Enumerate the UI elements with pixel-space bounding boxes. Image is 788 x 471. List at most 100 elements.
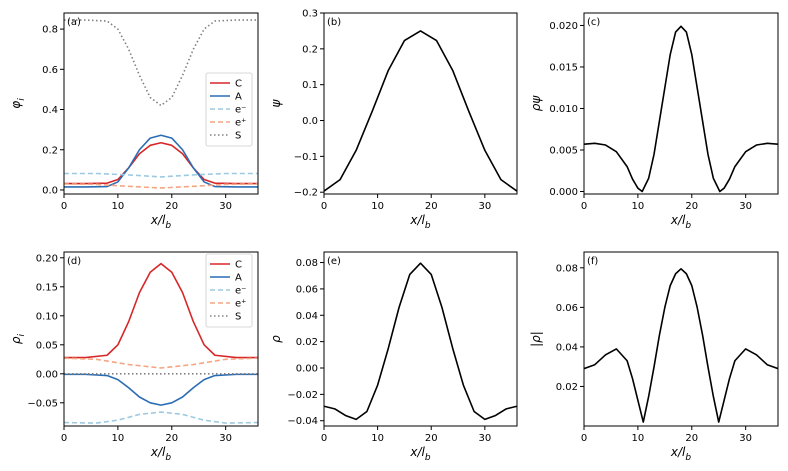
x-axis-label: x/lb [150, 213, 171, 231]
y-axis-label-main: |ρ| [529, 331, 543, 347]
y-tick-label: −0.1 [294, 152, 318, 163]
x-tick-label: 30 [478, 201, 491, 212]
x-axis-label: x/lb [670, 213, 691, 231]
axes-frame [63, 12, 259, 195]
y-axis-label: ρψ [529, 95, 543, 112]
axes-frame [323, 251, 518, 427]
y-axis-label: ρi [9, 333, 27, 344]
legend-label: A [235, 92, 242, 103]
x-axis-label: x/lb [409, 445, 430, 463]
x-tick-label: 10 [632, 201, 645, 212]
x-tick-label: 0 [321, 201, 327, 212]
x-tick-label: 0 [581, 433, 587, 444]
legend-label: e⁻ [235, 105, 246, 116]
legend-label: C [235, 79, 242, 90]
x-tick-label: 30 [219, 433, 232, 444]
panel-label: (a) [67, 17, 81, 28]
legend-label: e⁻ [235, 286, 246, 297]
y-tick-label: 0.2 [42, 145, 58, 156]
y-tick-label: 0.8 [42, 25, 58, 36]
y-tick-label: 0.4 [42, 105, 58, 116]
y-tick-label: 0.3 [302, 9, 318, 20]
y-tick-label: −0.05 [27, 398, 58, 409]
panel-label: (d) [67, 256, 81, 267]
series-line [324, 30, 517, 192]
x-tick-label: 30 [739, 433, 752, 444]
y-tick-label: −0.02 [287, 390, 318, 401]
axes-frame [583, 12, 779, 195]
y-axis-label-main: φ [9, 101, 23, 109]
x-axis-label: x/lb [150, 445, 171, 463]
legend: CAe⁻ e⁺ S [205, 72, 253, 147]
legend-label: A [235, 273, 242, 284]
panel-3: 0 10 20 30 0.000 0.005 0.010 0.015 0.020 (c) x/lb ρ… [529, 12, 779, 231]
y-tick-label: 0.015 [549, 62, 578, 73]
x-tick-label: 0 [61, 433, 67, 444]
y-axis-label-main: ρ [9, 336, 23, 344]
panel-2: 0 10 20 30 −0.2 −0.1 0.0 0.1 0.2 0.3 (b) x/lb ψ [269, 9, 518, 231]
y-tick-label: 0.020 [549, 21, 578, 32]
x-tick-label: 10 [112, 201, 125, 212]
x-tick-label: 10 [371, 433, 384, 444]
x-tick-label: 20 [425, 433, 438, 444]
panel-4: 0 10 20 30 −0.05 0.00 0.05 0.10 0.15 0.20 (d) x/lb ρ… [9, 251, 259, 463]
y-tick-label: 0.2 [302, 44, 318, 55]
panel-5: 0 10 20 30 −0.04 −0.02 0.00 0.02 0.04 0.06 0.08 (e)… [269, 251, 518, 463]
series-line [64, 183, 258, 189]
x-axis-label: x/lb [670, 445, 691, 463]
series-line [64, 411, 258, 424]
x-axis-label-sub: b [165, 453, 171, 463]
panel-label: (b) [327, 17, 341, 28]
y-axis-label: ψ [269, 98, 283, 107]
panel-6: 0 10 20 30 0.02 0.04 0.06 0.08 (f) x/lb |ρ| [529, 251, 779, 463]
legend-label: e⁺ [235, 299, 246, 310]
y-axis-label: |ρ| [529, 331, 543, 347]
x-tick-label: 0 [321, 433, 327, 444]
y-tick-label: −0.04 [287, 416, 318, 427]
x-tick-label: 0 [61, 201, 67, 212]
series-line [64, 172, 258, 178]
x-axis-label: x/lb [409, 213, 430, 231]
x-tick-label: 10 [632, 433, 645, 444]
x-tick-label: 10 [371, 201, 384, 212]
y-tick-label: 0.005 [549, 145, 578, 156]
x-tick-label: 20 [685, 433, 698, 444]
y-tick-label: 0.02 [296, 337, 318, 348]
y-axis-label: φi [9, 98, 27, 109]
y-tick-label: 0.1 [302, 80, 318, 91]
series-line [64, 262, 258, 359]
y-tick-label: 0.04 [556, 342, 578, 353]
y-axis-label-main: ρψ [529, 95, 543, 112]
y-axis-label-sub: i [17, 333, 27, 336]
panel-label: (c) [587, 17, 600, 28]
panel-label: (e) [327, 256, 341, 267]
legend-label: S [235, 312, 241, 323]
y-tick-label: 0.02 [556, 382, 578, 393]
y-tick-label: 0.10 [36, 311, 58, 322]
x-axis-label-sub: b [425, 453, 431, 463]
y-tick-label: 0.15 [36, 282, 58, 293]
panel-1: 0 10 20 30 0.0 0.2 0.4 0.6 0.8 (a) x/lb φi CAe⁻ e⁺ S [9, 12, 259, 231]
axes-frame [63, 251, 259, 427]
y-tick-label: 0.06 [296, 284, 318, 295]
x-tick-label: 30 [219, 201, 232, 212]
y-tick-label: 0.08 [296, 258, 318, 269]
axes-frame [323, 12, 518, 195]
y-tick-label: 0.06 [556, 303, 578, 314]
y-tick-label: 0.000 [549, 187, 578, 198]
x-tick-label: 30 [739, 201, 752, 212]
y-tick-label: 0.04 [296, 311, 318, 322]
x-tick-label: 0 [581, 201, 587, 212]
x-axis-label-main: x/l [670, 213, 686, 227]
series-line [64, 141, 258, 185]
y-tick-label: 0.20 [36, 253, 58, 264]
x-tick-label: 30 [478, 433, 491, 444]
legend-label: S [235, 131, 241, 142]
series-line [584, 25, 778, 193]
legend-label: C [235, 260, 242, 271]
axes-frame [583, 251, 779, 427]
y-tick-label: −0.2 [294, 188, 318, 199]
y-axis-label-main: ρ [269, 335, 283, 343]
panel-label: (f) [587, 256, 598, 267]
